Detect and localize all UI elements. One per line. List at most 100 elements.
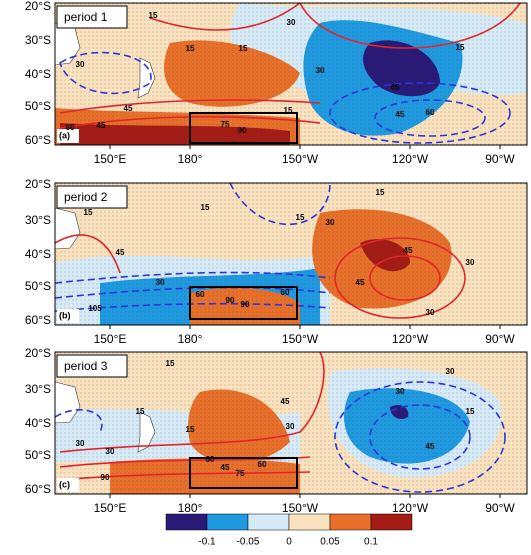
colorbar-swatch [370, 513, 413, 531]
colorbar-swatch [329, 513, 372, 531]
tag-box [57, 129, 79, 143]
contour-label: 105 [88, 304, 102, 313]
title-box [56, 185, 128, 209]
contour-label: 15 [136, 407, 145, 416]
contour-label: 30 [466, 258, 475, 267]
contour-label: 60 [206, 455, 215, 464]
lon-label: 150°E [94, 152, 127, 166]
contour-label: 45 [396, 110, 405, 119]
contour-label: 75 [221, 120, 230, 129]
contour-label: 30 [396, 387, 405, 396]
contour-label: 15 [466, 407, 475, 416]
lat-label: 30°S [25, 33, 51, 47]
lon-label: 180° [178, 152, 203, 166]
panel-tag: (b) [59, 310, 71, 320]
contour-label: 45 [116, 248, 125, 257]
map-panel: period 2 (b) 15 15 45 30 60 90 105 90 60 15 30 45 45 30… [54, 182, 528, 326]
map-panel: period 3 (c) 15 30 15 30 60 75 90 45 60 30 45 30 45 15 3… [54, 351, 528, 495]
contour-label: 30 [106, 447, 115, 456]
lat-label: 50°S [25, 279, 51, 293]
contour-label: 15 [296, 213, 305, 222]
lon-label: 150°E [94, 332, 127, 346]
contour-label: 60 [281, 288, 290, 297]
colorbar-label: -0.05 [237, 537, 260, 548]
contour-label: 90 [241, 300, 250, 309]
contour-label: 45 [404, 246, 413, 255]
contour-label: 60 [196, 290, 205, 299]
contour-label: 30 [156, 278, 165, 287]
contour-label: 30 [287, 18, 296, 27]
contour-label: 30 [426, 308, 435, 317]
lat-label: 40°S [25, 247, 51, 261]
contour-label: 15 [376, 188, 385, 197]
lat-label: 20°S [25, 0, 51, 13]
contour-label: 45 [391, 83, 400, 92]
contour-label: 60 [426, 108, 435, 117]
title-box [56, 5, 128, 29]
lon-label: 90°W [485, 152, 515, 166]
panel-tag: (a) [59, 130, 70, 140]
contour-label: 15 [284, 106, 293, 115]
colorbar-swatch [206, 513, 249, 531]
lon-label: 90°W [485, 501, 515, 515]
colorbar-label: 0 [286, 537, 292, 548]
contour-label: 45 [356, 278, 365, 287]
panel-title: period 2 [64, 190, 108, 204]
contour-label: 30 [76, 439, 85, 448]
lon-label: 150°W [282, 332, 319, 346]
lon-label: 150°W [282, 501, 319, 515]
contour-label: 60 [66, 123, 75, 132]
lon-label: 180° [178, 501, 203, 515]
lat-label: 30°S [25, 213, 51, 227]
lat-label: 20°S [25, 177, 51, 191]
contour-label: 15 [166, 359, 175, 368]
colorbar-swatch [288, 513, 331, 531]
lat-label: 40°S [25, 416, 51, 430]
lon-label: 120°W [392, 332, 429, 346]
contour-label: 45 [426, 442, 435, 451]
colorbar-label: -0.1 [198, 537, 216, 548]
colorbar-label: 0.05 [320, 537, 340, 548]
contour-label: 15 [84, 208, 93, 217]
contour-label: 15 [186, 44, 195, 53]
lon-label: 120°W [392, 501, 429, 515]
lon-label: 180° [178, 332, 203, 346]
tag-box [57, 478, 79, 492]
contour-label: 30 [446, 367, 455, 376]
contour-label: 30 [76, 60, 85, 69]
contour-label: 45 [124, 104, 133, 113]
colorbar-label: 0.1 [364, 537, 378, 548]
contour-label: 15 [149, 11, 158, 20]
contour-label: 15 [201, 203, 210, 212]
contour-label: 15 [186, 425, 195, 434]
lon-label: 90°W [485, 332, 515, 346]
contour-label: 90 [101, 473, 110, 482]
contour-label: 15 [456, 43, 465, 52]
panel-tag: (c) [59, 479, 70, 489]
lat-label: 50°S [25, 99, 51, 113]
title-box [56, 354, 128, 378]
lat-label: 20°S [25, 346, 51, 360]
contour-label: 30 [326, 218, 335, 227]
lon-label: 150°E [94, 501, 127, 515]
lon-label: 150°W [282, 152, 319, 166]
contour-label: 15 [239, 44, 248, 53]
lat-label: 50°S [25, 448, 51, 462]
contour-label: 45 [221, 463, 230, 472]
contour-label: 60 [258, 460, 267, 469]
colorbar-swatch [247, 513, 290, 531]
contour-label: 90 [238, 126, 247, 135]
contour-label: 75 [236, 469, 245, 478]
contour-label: 45 [281, 397, 290, 406]
lat-label: 40°S [25, 67, 51, 81]
contour-label: 90 [226, 296, 235, 305]
lat-label: 30°S [25, 382, 51, 396]
lat-label: 60°S [25, 482, 51, 496]
contour-label: 30 [316, 66, 325, 75]
map-panel: period 1 (a) 15 15 30 15 30 45 60 45 90 75 15 30 15 45 6… [54, 2, 528, 146]
contour-label: 45 [97, 121, 106, 130]
contour-label: 30 [286, 422, 295, 431]
panel-title: period 1 [64, 10, 108, 24]
lat-label: 60°S [25, 313, 51, 327]
